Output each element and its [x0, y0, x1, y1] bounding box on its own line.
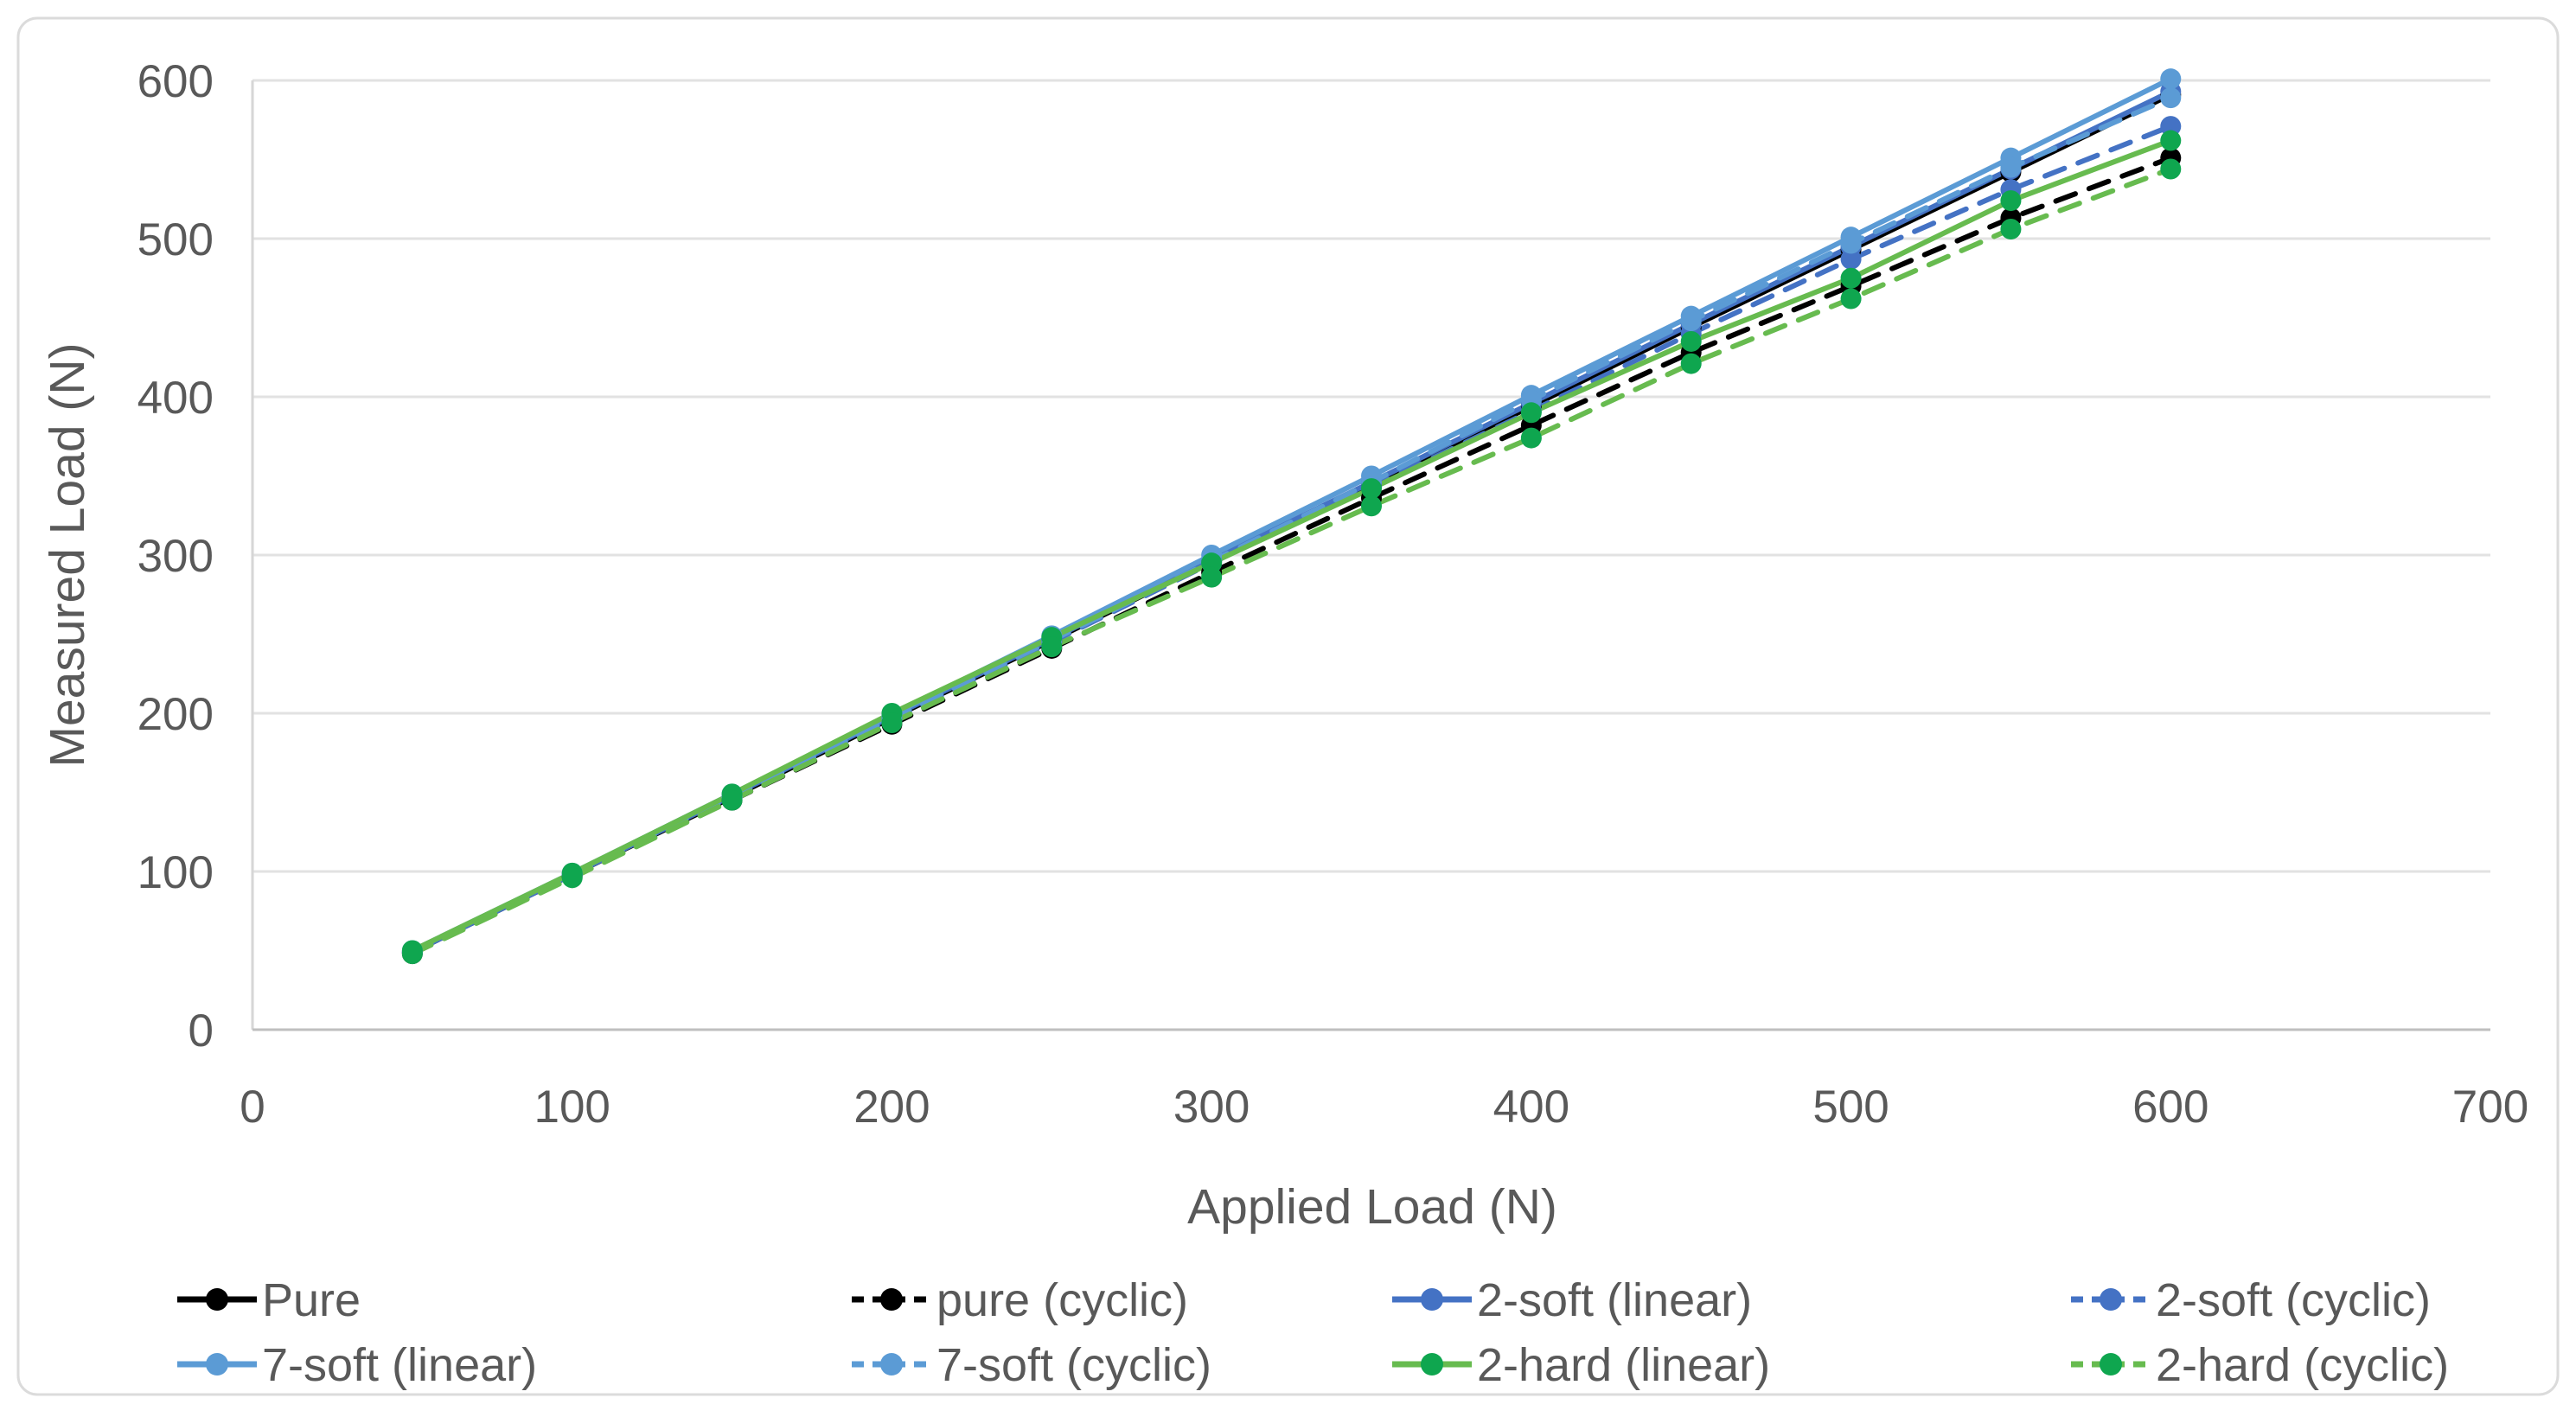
- data-point-marker: [1361, 478, 1382, 500]
- figure-frame: [16, 16, 2560, 1396]
- data-point-marker: [881, 712, 903, 733]
- x-tick-label-100: 100: [534, 1082, 610, 1133]
- x-tick-label-400: 400: [1493, 1082, 1569, 1133]
- data-point-marker: [561, 867, 583, 889]
- legend-item-7-soft-linear-: 7-soft (linear): [177, 1339, 537, 1391]
- data-point-marker: [1520, 427, 1542, 449]
- series-line-2-hard-linear-: [409, 137, 2174, 954]
- legend-item-2-soft-linear-: 2-soft (linear): [1392, 1274, 1752, 1326]
- legend-item-pure: Pure: [177, 1274, 361, 1326]
- legend-label: 2-soft (cyclic): [2156, 1274, 2431, 1326]
- legend-item-2-soft-cyclic-: 2-soft (cyclic): [2071, 1274, 2431, 1326]
- data-point-marker: [2160, 158, 2182, 180]
- data-point-marker: [1680, 310, 1702, 332]
- data-point-marker: [2160, 116, 2182, 137]
- data-point-marker: [721, 789, 743, 811]
- legend-item-2-hard-cyclic-: 2-hard (cyclic): [2071, 1339, 2449, 1391]
- y-tick-label-0: 0: [189, 1005, 214, 1056]
- series-lines-group: [409, 76, 2174, 957]
- y-axis-title: Measured Load (N): [40, 342, 95, 767]
- x-tick-label-500: 500: [1812, 1082, 1889, 1133]
- data-point-marker: [1840, 248, 1862, 270]
- legend-marker-dot: [206, 1288, 228, 1311]
- legend-marker-dot: [1421, 1353, 1443, 1376]
- data-point-marker: [2160, 68, 2182, 90]
- x-tick-label-700: 700: [2452, 1082, 2528, 1133]
- x-axis-title: Applied Load (N): [1187, 1179, 1557, 1235]
- legend-marker-dot: [880, 1353, 903, 1376]
- legend-marker-dot: [2100, 1353, 2122, 1376]
- data-point-marker: [2000, 219, 2022, 240]
- legend-label: 2-hard (cyclic): [2156, 1339, 2449, 1391]
- data-point-marker: [1520, 402, 1542, 424]
- y-tick-label-100: 100: [137, 847, 214, 898]
- data-point-marker: [1840, 267, 1862, 289]
- data-point-marker: [401, 943, 423, 965]
- legend-marker-dot: [880, 1288, 903, 1311]
- y-tick-label-200: 200: [137, 689, 214, 740]
- data-point-marker: [2000, 156, 2022, 178]
- data-point-marker: [1361, 495, 1382, 517]
- data-point-marker: [1840, 233, 1862, 254]
- x-tick-label-200: 200: [853, 1082, 930, 1133]
- data-point-marker: [1840, 288, 1862, 310]
- legend-marker-dot: [1421, 1288, 1443, 1311]
- tick-labels-group: 0 100 200 300 400 500 600 0 100 200 300 400 500 600 70…: [137, 56, 2529, 1133]
- legend-item-pure-cyclic-: pure (cyclic): [852, 1274, 1188, 1326]
- series-line-7-soft-cyclic-: [409, 95, 2174, 955]
- legend-group: Pure pure (cyclic) 2-soft (linear) 2-soft (…: [177, 1274, 2449, 1391]
- y-tick-label-300: 300: [137, 531, 214, 582]
- legend-label: 2-soft (linear): [1477, 1274, 1752, 1326]
- axes-group: [251, 80, 2490, 1031]
- legend-marker-dot: [206, 1353, 228, 1376]
- x-tick-label-300: 300: [1173, 1082, 1250, 1133]
- legend-item-7-soft-cyclic-: 7-soft (cyclic): [852, 1339, 1211, 1391]
- data-point-marker: [1680, 330, 1702, 352]
- legend-item-2-hard-linear-: 2-hard (linear): [1392, 1339, 1770, 1391]
- legend-label: 2-hard (linear): [1477, 1339, 1770, 1391]
- y-tick-label-400: 400: [137, 373, 214, 424]
- y-tick-label-600: 600: [137, 56, 214, 107]
- legend-label: pure (cyclic): [936, 1274, 1188, 1326]
- series-line-2-hard-cyclic-: [409, 166, 2174, 957]
- data-point-marker: [1201, 552, 1223, 574]
- data-point-marker: [2000, 190, 2022, 212]
- data-point-marker: [1041, 636, 1063, 658]
- x-tick-label-0: 0: [240, 1082, 265, 1133]
- gridlines-group: [252, 79, 2490, 873]
- data-point-marker: [1680, 353, 1702, 374]
- legend-label: Pure: [262, 1274, 361, 1326]
- legend-label: 7-soft (linear): [262, 1339, 537, 1391]
- data-point-marker: [2160, 130, 2182, 151]
- x-tick-label-600: 600: [2132, 1082, 2208, 1133]
- data-point-marker: [1201, 566, 1223, 588]
- series-markers-group: [401, 68, 2182, 965]
- data-point-marker: [2160, 87, 2182, 109]
- legend-label: 7-soft (cyclic): [936, 1339, 1211, 1391]
- y-tick-label-500: 500: [137, 214, 214, 265]
- legend-marker-dot: [2100, 1288, 2122, 1311]
